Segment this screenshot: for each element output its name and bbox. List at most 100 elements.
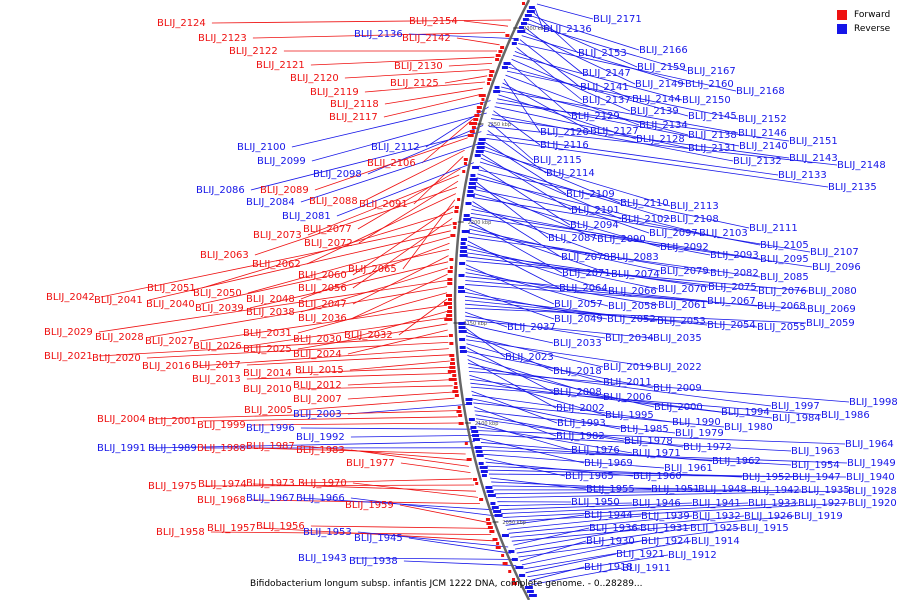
gene-label: BLIJ_2067	[707, 296, 756, 307]
forward-gene-block	[449, 354, 455, 357]
gene-label: BLIJ_2051	[147, 283, 196, 294]
gene-label: BLIJ_1965	[565, 471, 614, 482]
leader-line	[474, 410, 676, 434]
leader-line	[384, 87, 483, 105]
forward-gene-block	[486, 82, 490, 85]
forward-gene-block	[471, 126, 476, 129]
leader-line	[488, 126, 838, 166]
reverse-gene-block	[519, 574, 526, 577]
gene-label: BLIJ_1956	[256, 521, 305, 532]
leader-line	[523, 540, 692, 570]
leader-line	[352, 205, 455, 276]
gene-label: BLIJ_1967	[246, 493, 295, 504]
leader-line	[499, 90, 739, 134]
gene-label: BLIJ_2115	[533, 155, 582, 166]
leader-line	[151, 441, 475, 449]
reverse-gene-block	[470, 426, 477, 429]
gene-label: BLIJ_1983	[296, 445, 345, 456]
forward-gene-block	[454, 206, 459, 209]
leader-line	[310, 56, 495, 66]
reverse-gene-block	[475, 450, 483, 453]
gene-label: BLIJ_2050	[193, 288, 242, 299]
leader-line	[148, 230, 451, 301]
forward-gene-block	[489, 530, 495, 533]
ruler-label: 2250 kbp	[487, 122, 511, 128]
gene-label: BLIJ_2107	[810, 247, 859, 258]
gene-label: BLIJ_1958	[156, 527, 205, 538]
leader-line	[514, 51, 633, 100]
forward-gene-block	[495, 546, 501, 549]
leader-line	[508, 66, 689, 117]
leader-line	[398, 298, 448, 336]
leader-line	[399, 504, 487, 523]
leader-line	[499, 502, 693, 510]
gene-label: BLIJ_1977	[346, 458, 395, 469]
leader-line	[463, 20, 509, 27]
forward-gene-block	[476, 106, 482, 109]
forward-gene-block	[462, 170, 466, 173]
leader-line	[501, 502, 749, 514]
reverse-gene-block	[458, 326, 466, 329]
forward-gene-block	[449, 258, 454, 261]
leader-line	[482, 149, 671, 207]
leader-line	[468, 236, 761, 278]
leader-line	[465, 268, 609, 307]
gene-label: BLIJ_2125	[390, 78, 439, 89]
forward-gene-block	[453, 386, 458, 389]
gene-label: BLIJ_2087	[548, 233, 597, 244]
gene-label: BLIJ_2159	[637, 62, 686, 73]
gene-label: BLIJ_2054	[707, 320, 756, 331]
leader-line	[300, 267, 448, 313]
gene-label: BLIJ_2029	[44, 327, 93, 338]
forward-gene-block	[458, 414, 463, 417]
gene-label: BLIJ_2055	[757, 322, 806, 333]
gene-label: BLIJ_1959	[345, 500, 394, 511]
gene-label: BLIJ_2022	[653, 362, 702, 373]
gene-label: BLIJ_2109	[566, 189, 615, 200]
forward-gene-block	[457, 198, 461, 201]
reverse-swatch	[837, 24, 847, 34]
ruler-label: 2300 kbp	[523, 26, 547, 32]
gene-label: BLIJ_2134	[639, 120, 688, 131]
gene-label: BLIJ_2110	[620, 198, 669, 209]
forward-gene-block	[489, 70, 495, 73]
gene-label: BLIJ_2076	[758, 286, 807, 297]
leader-line	[249, 261, 449, 309]
leader-line	[511, 58, 631, 112]
leader-line	[470, 212, 761, 260]
gene-label: BLIJ_1949	[847, 458, 896, 469]
leader-line	[467, 240, 560, 289]
leader-line	[496, 490, 849, 499]
forward-gene-block	[476, 110, 481, 113]
reverse-gene-block	[494, 514, 503, 517]
gene-label: BLIJ_2033	[553, 338, 602, 349]
reverse-gene-block	[513, 38, 519, 41]
gene-label: BLIJ_2065	[348, 264, 397, 275]
leader-line	[297, 385, 453, 390]
leader-line	[466, 351, 654, 389]
leader-line	[344, 69, 490, 79]
leader-line	[149, 286, 448, 338]
gene-label: BLIJ_2145	[688, 111, 737, 122]
gene-label: BLIJ_2086	[196, 185, 245, 196]
gene-label: BLIJ_2092	[660, 242, 709, 253]
gene-label: BLIJ_2113	[670, 201, 719, 212]
gene-label: BLIJ_2141	[580, 82, 629, 93]
gene-label: BLIJ_2028	[95, 332, 144, 343]
forward-gene-block	[473, 118, 479, 121]
leader-line	[403, 560, 517, 566]
forward-gene-block	[454, 382, 458, 385]
gene-label: BLIJ_2047	[298, 299, 347, 310]
gene-label: BLIJ_2150	[682, 95, 731, 106]
leader-line	[146, 342, 449, 359]
leader-line	[477, 173, 650, 234]
ruler-label: 2050 kbp	[502, 520, 526, 526]
leader-line	[300, 143, 479, 203]
gene-label: BLIJ_2106	[367, 158, 416, 169]
gene-label: BLIJ_2072	[304, 238, 353, 249]
leader-line	[482, 449, 848, 464]
gene-label: BLIJ_2111	[749, 223, 798, 234]
reverse-gene-block	[480, 470, 488, 473]
forward-gene-block	[500, 46, 505, 49]
